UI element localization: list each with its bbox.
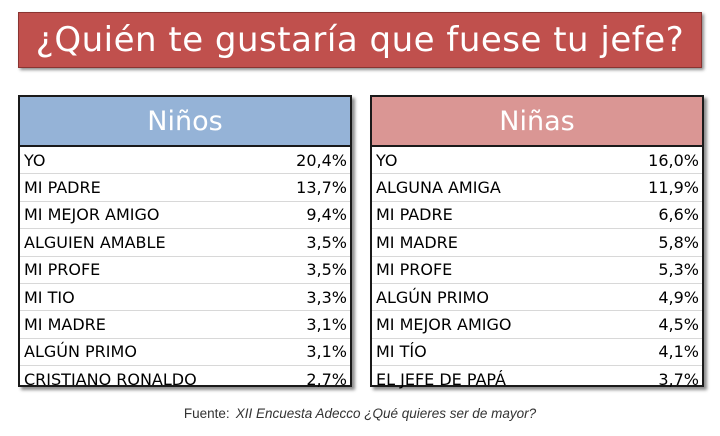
row-value: 11,9% [607,173,702,202]
table-row: YO 16,0% [372,147,702,175]
ninos-table: YO 20,4% MI PADRE 13,7% MI MEJOR AMIGO 9,4% AL… [20,147,350,393]
row-value: 13,7% [269,173,350,202]
table-row: YO 20,4% [20,147,350,175]
row-value: 3,5% [269,228,350,257]
ninas-title: Niñas [499,105,575,137]
table-row: MI PROFE 3,5% [20,256,350,284]
table-row: MI MEJOR AMIGO 4,5% [372,310,702,339]
row-label: ALGUNA AMIGA [372,173,608,202]
row-value: 6,6% [607,201,702,230]
row-label: MI TÍO [372,338,608,367]
row-label: ALGUIEN AMABLE [20,228,270,257]
row-label: CRISTIANO RONALDO [24,369,197,389]
page-title: ¿Quién te gustaría que fuese tu jefe? [35,20,685,60]
table-row: MI TÍO 4,1% [372,338,702,367]
row-label: MI PROFE [20,256,270,284]
row-label: MI PADRE [20,173,270,202]
table-row: MI PADRE 6,6% [372,201,702,230]
table-row: ALGUNA AMIGA 11,9% [372,173,702,202]
row-value: 3,1% [269,338,350,367]
table-row: MI TIO 3,3% [20,283,350,312]
table-row: CRISTIANO RONALDO 2,7% [20,366,350,393]
ninos-header: Niños [20,97,350,147]
ninos-panel: Niños YO 20,4% MI PADRE 13,7% MI MEJOR AMIGO… [18,95,352,389]
row-label: MI PROFE [372,256,608,284]
source-text: XII Encuesta Adecco ¿Qué quieres ser de … [235,406,537,421]
source-note: Fuente: XII Encuesta Adecco ¿Qué quieres … [0,406,720,421]
row-value: 5,8% [607,228,702,257]
row-value: 16,0% [607,147,702,175]
row-value: 4,1% [607,338,702,367]
row-label: ALGÚN PRIMO [20,338,270,367]
table-row: ALGÚN PRIMO 4,9% [372,283,702,312]
table-row: MI MADRE 3,1% [20,310,350,339]
table-row: MI MEJOR AMIGO 9,4% [20,201,350,230]
row-value: 9,4% [269,201,350,230]
source-label: Fuente: [183,406,230,421]
row-value: 20,4% [269,147,350,175]
row-label: MI MADRE [20,310,270,339]
ninas-table: YO 16,0% ALGUNA AMIGA 11,9% MI PADRE 6,6% MI M… [372,147,702,393]
table-row: MI PROFE 5,3% [372,256,702,284]
title-banner: ¿Quién te gustaría que fuese tu jefe? [18,12,702,68]
ninas-header: Niñas [372,97,702,147]
table-row: ALGÚN PRIMO 3,1% [20,338,350,367]
row-label: MI MADRE [372,228,608,257]
row-label: MI PADRE [372,201,608,230]
row-label: YO [372,147,608,175]
row-label: YO [20,147,270,175]
row-label: ALGÚN PRIMO [372,283,608,312]
table-row: EL JEFE DE PAPÁ 3,7% [372,366,702,393]
row-label: MI MEJOR AMIGO [20,201,270,230]
row-label: EL JEFE DE PAPÁ [376,369,506,389]
row-value: 3,3% [269,283,350,312]
row-value: 5,3% [607,256,702,284]
table-row: MI MADRE 5,8% [372,228,702,257]
table-row: ALGUIEN AMABLE 3,5% [20,228,350,257]
table-row: MI PADRE 13,7% [20,173,350,202]
ninas-panel: Niñas YO 16,0% ALGUNA AMIGA 11,9% MI PADRE 6,… [370,95,704,389]
ninos-title: Niños [147,105,223,137]
row-value: 4,9% [607,283,702,312]
row-label: MI MEJOR AMIGO [372,310,608,339]
row-value: 2,7% [306,369,347,389]
row-value: 4,5% [607,310,702,339]
row-value: 3,7% [658,369,699,389]
row-value: 3,1% [269,310,350,339]
row-label: MI TIO [20,283,270,312]
row-value: 3,5% [269,256,350,284]
